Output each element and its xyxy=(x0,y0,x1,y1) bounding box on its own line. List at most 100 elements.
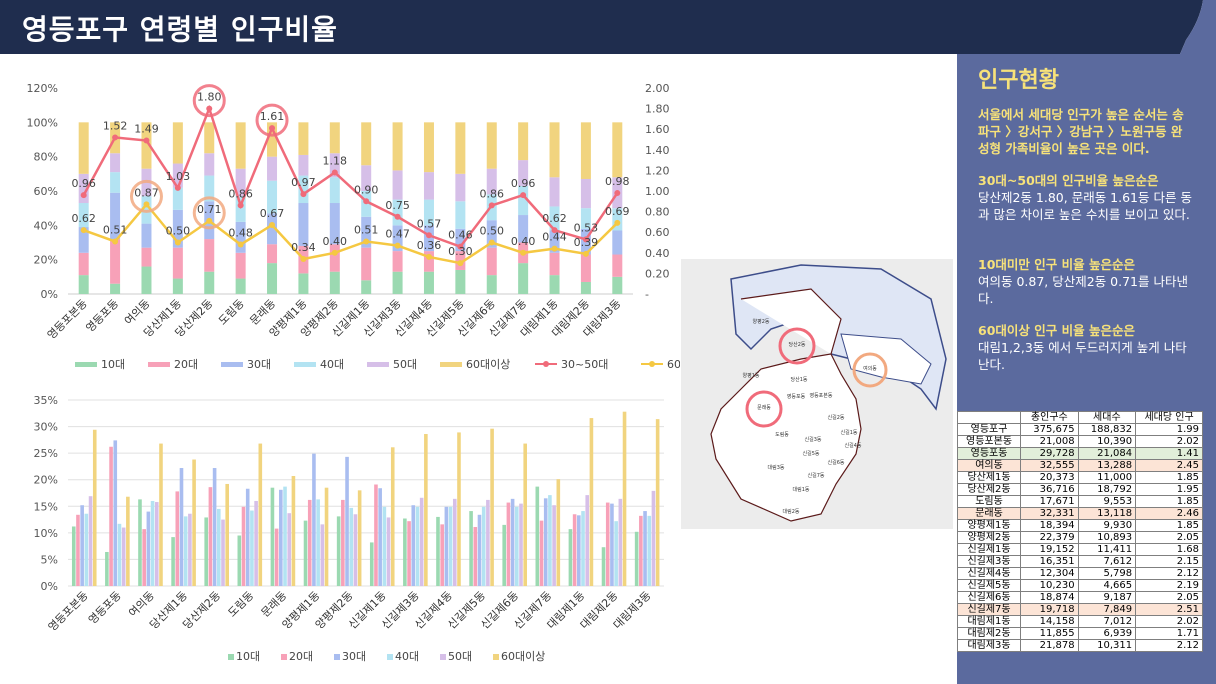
bar-segment xyxy=(78,227,89,253)
table-cell-hh: 5,798 xyxy=(1077,567,1137,580)
bar-segment xyxy=(78,203,89,228)
table-row: 신길제7동 19,718 7,849 2.51 xyxy=(956,603,1203,616)
data-label: 1.49 xyxy=(134,123,159,136)
data-label: 0.53 xyxy=(574,221,599,234)
bar xyxy=(113,440,118,586)
data-label: 0.69 xyxy=(605,205,630,218)
bar xyxy=(138,499,142,586)
y2-tick-label: 0.60 xyxy=(645,226,670,239)
table-cell-ratio: 2.51 xyxy=(1135,603,1203,616)
table-cell-name: 당산제2동 xyxy=(956,483,1022,496)
highlight-circle xyxy=(129,179,163,213)
bar xyxy=(241,506,246,586)
map-label: 양평2동 xyxy=(753,318,770,325)
bar xyxy=(76,514,80,586)
table-cell-hh: 11,000 xyxy=(1077,471,1137,484)
bar-segment xyxy=(549,252,560,276)
map-label: 양평1동 xyxy=(743,372,760,379)
bar-segment xyxy=(423,271,434,294)
bar xyxy=(183,516,188,586)
bar-segment xyxy=(267,263,278,294)
bar-segment xyxy=(267,122,278,157)
bar-segment xyxy=(361,122,372,166)
legend-label: 60대이상 xyxy=(466,358,510,371)
y-tick-label: 40% xyxy=(34,219,58,232)
table-cell-name: 신길제3동 xyxy=(956,555,1022,568)
bar xyxy=(448,506,453,586)
bar xyxy=(324,487,329,586)
bar xyxy=(639,515,643,586)
bar xyxy=(353,514,358,586)
side-para-2-body: 당산제2동 1.80, 문래동 1.61등 다른 동과 많은 차이로 높은 수치… xyxy=(978,190,1192,222)
table-header-cell: 총인구수 xyxy=(1020,411,1079,424)
bar xyxy=(274,528,279,586)
side-para-3-head: 10대미만 인구 비율 높은순은 xyxy=(978,257,1135,272)
x-tick-label: 영등포동 xyxy=(83,297,121,335)
y-tick-label: 30% xyxy=(34,421,58,434)
bar-segment xyxy=(486,247,497,276)
legend-swatch xyxy=(387,654,393,660)
bar xyxy=(647,515,652,586)
map-label: 대림1동 xyxy=(793,486,810,493)
line-point xyxy=(112,238,119,245)
bar xyxy=(316,499,320,586)
bar-segment xyxy=(455,228,466,252)
bar-segment xyxy=(298,175,309,204)
legend-swatch xyxy=(493,654,499,660)
bar xyxy=(188,513,192,586)
bar xyxy=(341,499,345,586)
y-tick-label: 35% xyxy=(34,394,58,407)
district-map-svg: 양평2동당산2동양평1동당산1동영등포본동영등포동문래동여의동도림동신길3동신길… xyxy=(710,264,947,522)
bar-segment xyxy=(78,252,89,276)
bar xyxy=(477,514,482,586)
line-point xyxy=(143,201,150,208)
map-label: 신길7동 xyxy=(808,472,825,479)
x-tick-label: 도림동 xyxy=(226,589,257,620)
y-tick-label: 20% xyxy=(34,254,58,267)
bar-segment xyxy=(612,254,623,277)
bar-segment xyxy=(172,187,183,210)
data-label: 1.03 xyxy=(166,170,191,183)
legend-label: 50대 xyxy=(393,358,417,371)
data-label: 0.90 xyxy=(354,183,379,196)
table-cell-hh: 21,084 xyxy=(1077,447,1137,460)
line-point xyxy=(300,191,307,198)
legend-label: 20대 xyxy=(174,358,198,371)
bar-segment xyxy=(361,165,372,191)
bar-segment xyxy=(78,173,89,204)
y-tick-label: 120% xyxy=(27,82,58,95)
table-cell-name: 신길제1동 xyxy=(956,543,1022,556)
bar xyxy=(270,487,275,586)
map-label: 신길3동 xyxy=(805,436,822,443)
highlight-circle xyxy=(192,196,226,230)
bar xyxy=(481,506,486,586)
bar-segment xyxy=(110,172,121,193)
data-label: 0.98 xyxy=(605,175,630,188)
side-para-2-head: 30대~50대의 인구비율 높은순은 xyxy=(978,173,1159,188)
table-cell-name: 대림제3동 xyxy=(956,639,1022,652)
map-label: 당산2동 xyxy=(789,341,806,348)
table-cell-ratio: 2.12 xyxy=(1135,639,1203,652)
table-row: 신길제3동 16,351 7,612 2.15 xyxy=(956,555,1203,568)
table-cell-ratio: 2.46 xyxy=(1135,507,1203,520)
data-label: 0.97 xyxy=(291,176,316,189)
table-cell-name: 대림제2동 xyxy=(956,627,1022,640)
bar xyxy=(154,502,159,586)
bar xyxy=(614,521,618,586)
bar xyxy=(502,524,506,586)
x-tick-label: 문래동 xyxy=(259,589,290,620)
table-row: 영등포동 29,728 21,084 1.41 xyxy=(956,447,1203,460)
bar xyxy=(225,483,229,586)
legend-swatch xyxy=(75,362,97,367)
line-point xyxy=(174,239,181,246)
bar xyxy=(349,507,354,586)
table-cell-hh: 11,411 xyxy=(1077,543,1137,556)
bar xyxy=(92,429,97,586)
bar xyxy=(208,487,213,586)
table-cell-hh: 4,665 xyxy=(1077,579,1137,592)
side-para-3: 10대미만 인구 비율 높은순은 여의동 0.87, 당산제2동 0.71를 나… xyxy=(978,256,1193,307)
line-point xyxy=(269,125,276,132)
side-para-4: 60대이상 인구 비율 높은순은 대림1,2,3동 에서 두드러지게 높게 나타… xyxy=(978,322,1193,373)
table-cell-name: 도림동 xyxy=(956,495,1022,508)
bar-segment xyxy=(172,122,183,164)
